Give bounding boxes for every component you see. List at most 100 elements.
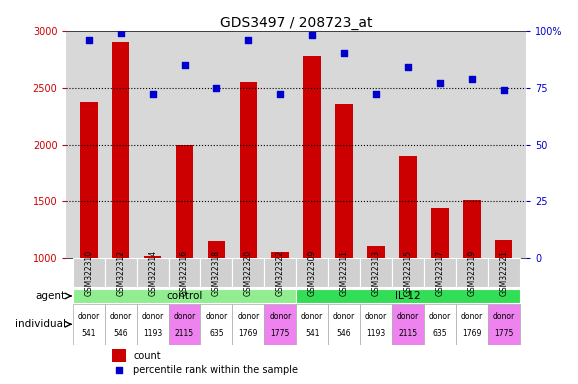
Text: donor: donor bbox=[333, 312, 355, 321]
Bar bbox=[112, 42, 129, 258]
Text: GSM322310: GSM322310 bbox=[84, 250, 93, 296]
Point bbox=[116, 30, 125, 36]
Text: control: control bbox=[166, 291, 203, 301]
Text: 635: 635 bbox=[432, 329, 447, 338]
Bar bbox=[144, 256, 161, 258]
Bar bbox=[73, 304, 105, 344]
Text: 1775: 1775 bbox=[494, 329, 513, 338]
Point bbox=[435, 80, 444, 86]
Text: donor: donor bbox=[461, 312, 483, 321]
Point bbox=[499, 87, 508, 93]
Bar bbox=[335, 104, 353, 258]
Text: 2115: 2115 bbox=[175, 329, 194, 338]
Bar bbox=[264, 258, 296, 288]
Bar bbox=[232, 258, 264, 288]
Title: GDS3497 / 208723_at: GDS3497 / 208723_at bbox=[220, 16, 372, 30]
Text: GSM322318: GSM322318 bbox=[212, 250, 221, 296]
Text: 1769: 1769 bbox=[239, 329, 258, 338]
Bar bbox=[424, 258, 456, 288]
Point bbox=[114, 367, 124, 373]
Text: 541: 541 bbox=[81, 329, 96, 338]
Point bbox=[276, 91, 285, 98]
Text: 546: 546 bbox=[113, 329, 128, 338]
Bar bbox=[424, 304, 456, 344]
Text: GSM322316: GSM322316 bbox=[180, 250, 189, 296]
Bar bbox=[297, 289, 520, 303]
Text: IL-12: IL-12 bbox=[395, 291, 421, 301]
Text: GSM322311: GSM322311 bbox=[340, 250, 349, 296]
Text: donor: donor bbox=[173, 312, 196, 321]
Point bbox=[212, 84, 221, 91]
Text: 1193: 1193 bbox=[143, 329, 162, 338]
Bar bbox=[201, 304, 232, 344]
Bar bbox=[176, 144, 193, 258]
Bar bbox=[240, 82, 257, 258]
Bar bbox=[392, 304, 424, 344]
Bar bbox=[360, 304, 392, 344]
Text: donor: donor bbox=[429, 312, 451, 321]
Bar bbox=[360, 258, 392, 288]
Text: GSM322319: GSM322319 bbox=[467, 250, 476, 296]
Point bbox=[467, 76, 476, 82]
Text: donor: donor bbox=[365, 312, 387, 321]
Text: donor: donor bbox=[237, 312, 260, 321]
Bar bbox=[303, 56, 321, 258]
Text: GSM322320: GSM322320 bbox=[244, 250, 253, 296]
Point bbox=[84, 37, 94, 43]
Text: GSM322309: GSM322309 bbox=[307, 250, 317, 296]
Bar bbox=[495, 240, 513, 258]
Bar bbox=[399, 156, 417, 258]
Text: 635: 635 bbox=[209, 329, 224, 338]
Text: donor: donor bbox=[397, 312, 419, 321]
Bar bbox=[456, 304, 488, 344]
Bar bbox=[169, 258, 201, 288]
Bar bbox=[367, 246, 385, 258]
Bar bbox=[73, 289, 297, 303]
Bar bbox=[456, 258, 488, 288]
Bar bbox=[328, 304, 360, 344]
Text: GSM322317: GSM322317 bbox=[435, 250, 444, 296]
Bar bbox=[208, 241, 225, 258]
Bar bbox=[232, 304, 264, 344]
Text: donor: donor bbox=[142, 312, 164, 321]
Point bbox=[307, 32, 317, 38]
Text: 541: 541 bbox=[305, 329, 320, 338]
Bar bbox=[112, 349, 126, 362]
Text: 1193: 1193 bbox=[366, 329, 386, 338]
Bar bbox=[328, 258, 360, 288]
Bar bbox=[392, 258, 424, 288]
Bar bbox=[80, 103, 98, 258]
Bar bbox=[431, 208, 449, 258]
Bar bbox=[105, 304, 136, 344]
Text: donor: donor bbox=[110, 312, 132, 321]
Bar bbox=[105, 258, 136, 288]
Text: GSM322322: GSM322322 bbox=[276, 250, 285, 296]
Text: 1775: 1775 bbox=[271, 329, 290, 338]
Bar bbox=[297, 258, 328, 288]
Bar bbox=[488, 258, 520, 288]
Bar bbox=[297, 304, 328, 344]
Text: donor: donor bbox=[269, 312, 291, 321]
Bar bbox=[169, 304, 201, 344]
Bar bbox=[136, 258, 169, 288]
Bar bbox=[136, 304, 169, 344]
Bar bbox=[488, 304, 520, 344]
Text: count: count bbox=[133, 351, 161, 361]
Text: 1769: 1769 bbox=[462, 329, 481, 338]
Bar bbox=[201, 258, 232, 288]
Text: agent: agent bbox=[36, 291, 66, 301]
Text: GSM322315: GSM322315 bbox=[403, 250, 413, 296]
Bar bbox=[463, 200, 480, 258]
Text: GSM322321: GSM322321 bbox=[499, 250, 508, 296]
Bar bbox=[264, 304, 296, 344]
Point bbox=[339, 50, 349, 56]
Text: 546: 546 bbox=[337, 329, 351, 338]
Point bbox=[403, 64, 413, 70]
Text: donor: donor bbox=[301, 312, 323, 321]
Text: GSM322313: GSM322313 bbox=[372, 250, 380, 296]
Point bbox=[372, 91, 381, 98]
Point bbox=[244, 37, 253, 43]
Bar bbox=[73, 258, 105, 288]
Text: percentile rank within the sample: percentile rank within the sample bbox=[133, 365, 298, 375]
Text: donor: donor bbox=[77, 312, 100, 321]
